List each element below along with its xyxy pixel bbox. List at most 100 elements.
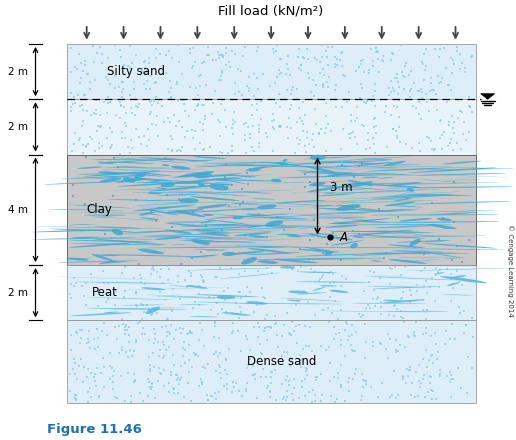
Point <box>288 87 296 94</box>
Ellipse shape <box>134 182 207 184</box>
Point <box>415 139 424 147</box>
Point <box>271 100 280 107</box>
Point <box>354 64 363 71</box>
Point <box>444 82 453 89</box>
Ellipse shape <box>246 202 338 206</box>
Point <box>179 352 187 359</box>
Ellipse shape <box>72 237 99 238</box>
Point <box>163 333 171 340</box>
Point <box>324 61 332 68</box>
Point <box>312 81 320 88</box>
Ellipse shape <box>396 240 447 242</box>
Point <box>303 372 311 379</box>
Point <box>135 133 143 140</box>
Point <box>122 321 131 328</box>
Point <box>136 271 144 279</box>
Ellipse shape <box>326 209 358 210</box>
Point <box>406 87 414 94</box>
Ellipse shape <box>288 290 308 293</box>
Point <box>306 237 314 244</box>
Point <box>168 55 176 62</box>
Point <box>295 64 303 71</box>
Point <box>295 140 303 147</box>
Ellipse shape <box>239 176 256 177</box>
Point <box>419 306 427 313</box>
Point <box>414 98 423 105</box>
Ellipse shape <box>197 204 228 209</box>
Point <box>154 100 162 107</box>
Point <box>138 324 147 331</box>
Ellipse shape <box>399 194 473 196</box>
Point <box>412 287 421 294</box>
Point <box>427 137 436 144</box>
Point <box>421 393 429 400</box>
Point <box>277 123 285 130</box>
Point <box>438 74 446 81</box>
Point <box>265 221 273 228</box>
Point <box>394 392 402 399</box>
Point <box>212 367 220 374</box>
Point <box>170 335 178 342</box>
Point <box>84 399 92 406</box>
Point <box>198 273 206 280</box>
Point <box>156 289 164 296</box>
Point <box>151 335 159 342</box>
Point <box>189 350 198 357</box>
Ellipse shape <box>306 167 350 169</box>
Point <box>218 68 227 75</box>
Point <box>341 73 349 80</box>
Ellipse shape <box>56 277 149 279</box>
Point <box>200 343 208 350</box>
Ellipse shape <box>358 235 425 238</box>
Ellipse shape <box>112 229 123 235</box>
Point <box>423 363 431 370</box>
Point <box>333 374 342 381</box>
Point <box>169 384 178 391</box>
Ellipse shape <box>328 218 392 224</box>
Point <box>267 373 276 380</box>
Point <box>221 174 229 181</box>
Point <box>286 90 295 97</box>
Point <box>221 106 229 114</box>
Point <box>395 84 403 91</box>
Point <box>91 370 99 378</box>
Point <box>343 320 351 327</box>
Point <box>184 379 192 386</box>
Point <box>189 209 197 216</box>
Point <box>173 81 181 88</box>
Ellipse shape <box>149 185 218 191</box>
Point <box>306 323 314 330</box>
Point <box>295 104 303 111</box>
Ellipse shape <box>50 229 134 232</box>
Ellipse shape <box>222 204 327 208</box>
Point <box>254 125 263 132</box>
Point <box>310 93 318 100</box>
Point <box>123 326 131 334</box>
Point <box>383 143 391 150</box>
Ellipse shape <box>170 285 195 287</box>
Point <box>93 127 102 134</box>
Point <box>444 82 453 89</box>
Point <box>246 356 254 363</box>
Point <box>191 350 200 357</box>
Ellipse shape <box>313 161 383 164</box>
Point <box>296 136 304 143</box>
Point <box>254 320 262 327</box>
Point <box>390 303 398 310</box>
Point <box>111 84 119 92</box>
Point <box>179 325 187 332</box>
Point <box>195 153 203 160</box>
Point <box>385 84 394 92</box>
Ellipse shape <box>257 208 284 209</box>
Point <box>377 303 385 310</box>
Point <box>104 94 112 101</box>
Point <box>177 329 185 336</box>
Point <box>358 161 366 169</box>
Point <box>215 51 223 58</box>
Point <box>162 70 170 77</box>
Point <box>188 329 196 336</box>
Point <box>426 353 434 360</box>
Point <box>255 210 263 217</box>
Point <box>381 103 390 110</box>
Point <box>67 103 75 110</box>
